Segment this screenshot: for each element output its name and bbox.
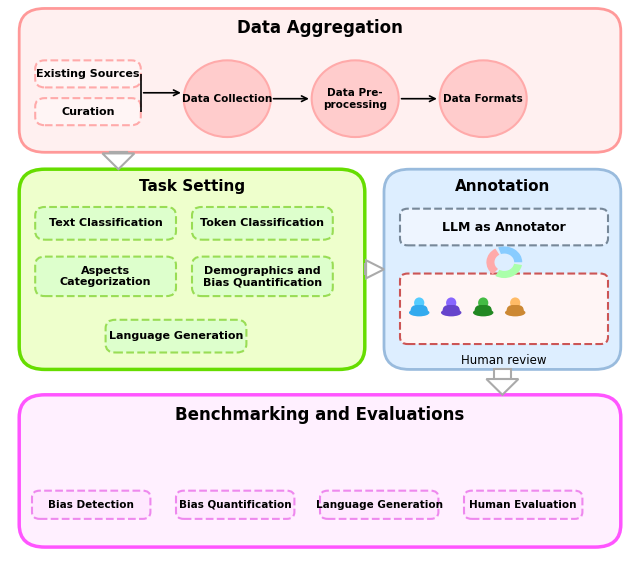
Text: Aspects
Categorization: Aspects Categorization: [60, 266, 151, 287]
Ellipse shape: [473, 309, 493, 316]
Text: Language Generation: Language Generation: [316, 500, 443, 510]
Circle shape: [440, 60, 527, 137]
Text: Text Classification: Text Classification: [49, 218, 163, 228]
FancyBboxPatch shape: [106, 320, 246, 352]
Wedge shape: [495, 264, 522, 278]
Ellipse shape: [510, 297, 520, 309]
Text: Benchmarking and Evaluations: Benchmarking and Evaluations: [175, 406, 465, 424]
Ellipse shape: [478, 297, 488, 309]
Ellipse shape: [414, 297, 424, 309]
Wedge shape: [498, 246, 522, 262]
FancyBboxPatch shape: [411, 305, 428, 315]
FancyBboxPatch shape: [192, 257, 333, 296]
Circle shape: [312, 60, 399, 137]
Text: Demographics and
Bias Quantification: Demographics and Bias Quantification: [203, 266, 322, 287]
FancyBboxPatch shape: [176, 491, 294, 519]
FancyBboxPatch shape: [19, 8, 621, 152]
Polygon shape: [366, 261, 384, 279]
FancyBboxPatch shape: [19, 169, 365, 369]
FancyBboxPatch shape: [35, 257, 176, 296]
FancyBboxPatch shape: [19, 395, 621, 547]
FancyBboxPatch shape: [384, 169, 621, 369]
Wedge shape: [486, 249, 499, 274]
Text: LLM as Annotator: LLM as Annotator: [442, 221, 566, 233]
FancyBboxPatch shape: [320, 491, 438, 519]
FancyBboxPatch shape: [400, 274, 608, 344]
FancyBboxPatch shape: [365, 265, 366, 274]
FancyBboxPatch shape: [35, 60, 141, 87]
Text: Language Generation: Language Generation: [109, 331, 243, 341]
FancyBboxPatch shape: [400, 209, 608, 245]
Polygon shape: [102, 153, 134, 169]
Text: Human review: Human review: [461, 354, 547, 367]
Ellipse shape: [505, 309, 525, 316]
Text: Annotation: Annotation: [454, 179, 550, 195]
Ellipse shape: [446, 297, 456, 309]
FancyBboxPatch shape: [192, 207, 333, 240]
FancyBboxPatch shape: [35, 207, 176, 240]
FancyBboxPatch shape: [443, 305, 460, 315]
FancyBboxPatch shape: [493, 369, 511, 379]
Circle shape: [184, 60, 271, 137]
FancyBboxPatch shape: [475, 305, 492, 315]
FancyBboxPatch shape: [464, 491, 582, 519]
Text: Data Collection: Data Collection: [182, 94, 273, 104]
FancyBboxPatch shape: [507, 305, 524, 315]
Text: Bias Detection: Bias Detection: [48, 500, 134, 510]
Text: Existing Sources: Existing Sources: [36, 69, 140, 79]
Text: Data Pre-
processing: Data Pre- processing: [323, 88, 387, 109]
Text: Bias Quantification: Bias Quantification: [179, 500, 291, 510]
Polygon shape: [486, 379, 518, 395]
Text: Data Formats: Data Formats: [444, 94, 523, 104]
FancyBboxPatch shape: [32, 491, 150, 519]
Ellipse shape: [409, 309, 429, 316]
Text: Token Classification: Token Classification: [200, 218, 324, 228]
Text: Data Aggregation: Data Aggregation: [237, 19, 403, 37]
Text: Human Evaluation: Human Evaluation: [470, 500, 577, 510]
Ellipse shape: [441, 309, 461, 316]
Text: Task Setting: Task Setting: [139, 179, 245, 195]
Text: Curation: Curation: [61, 107, 115, 117]
FancyBboxPatch shape: [109, 152, 127, 153]
FancyBboxPatch shape: [35, 98, 141, 125]
